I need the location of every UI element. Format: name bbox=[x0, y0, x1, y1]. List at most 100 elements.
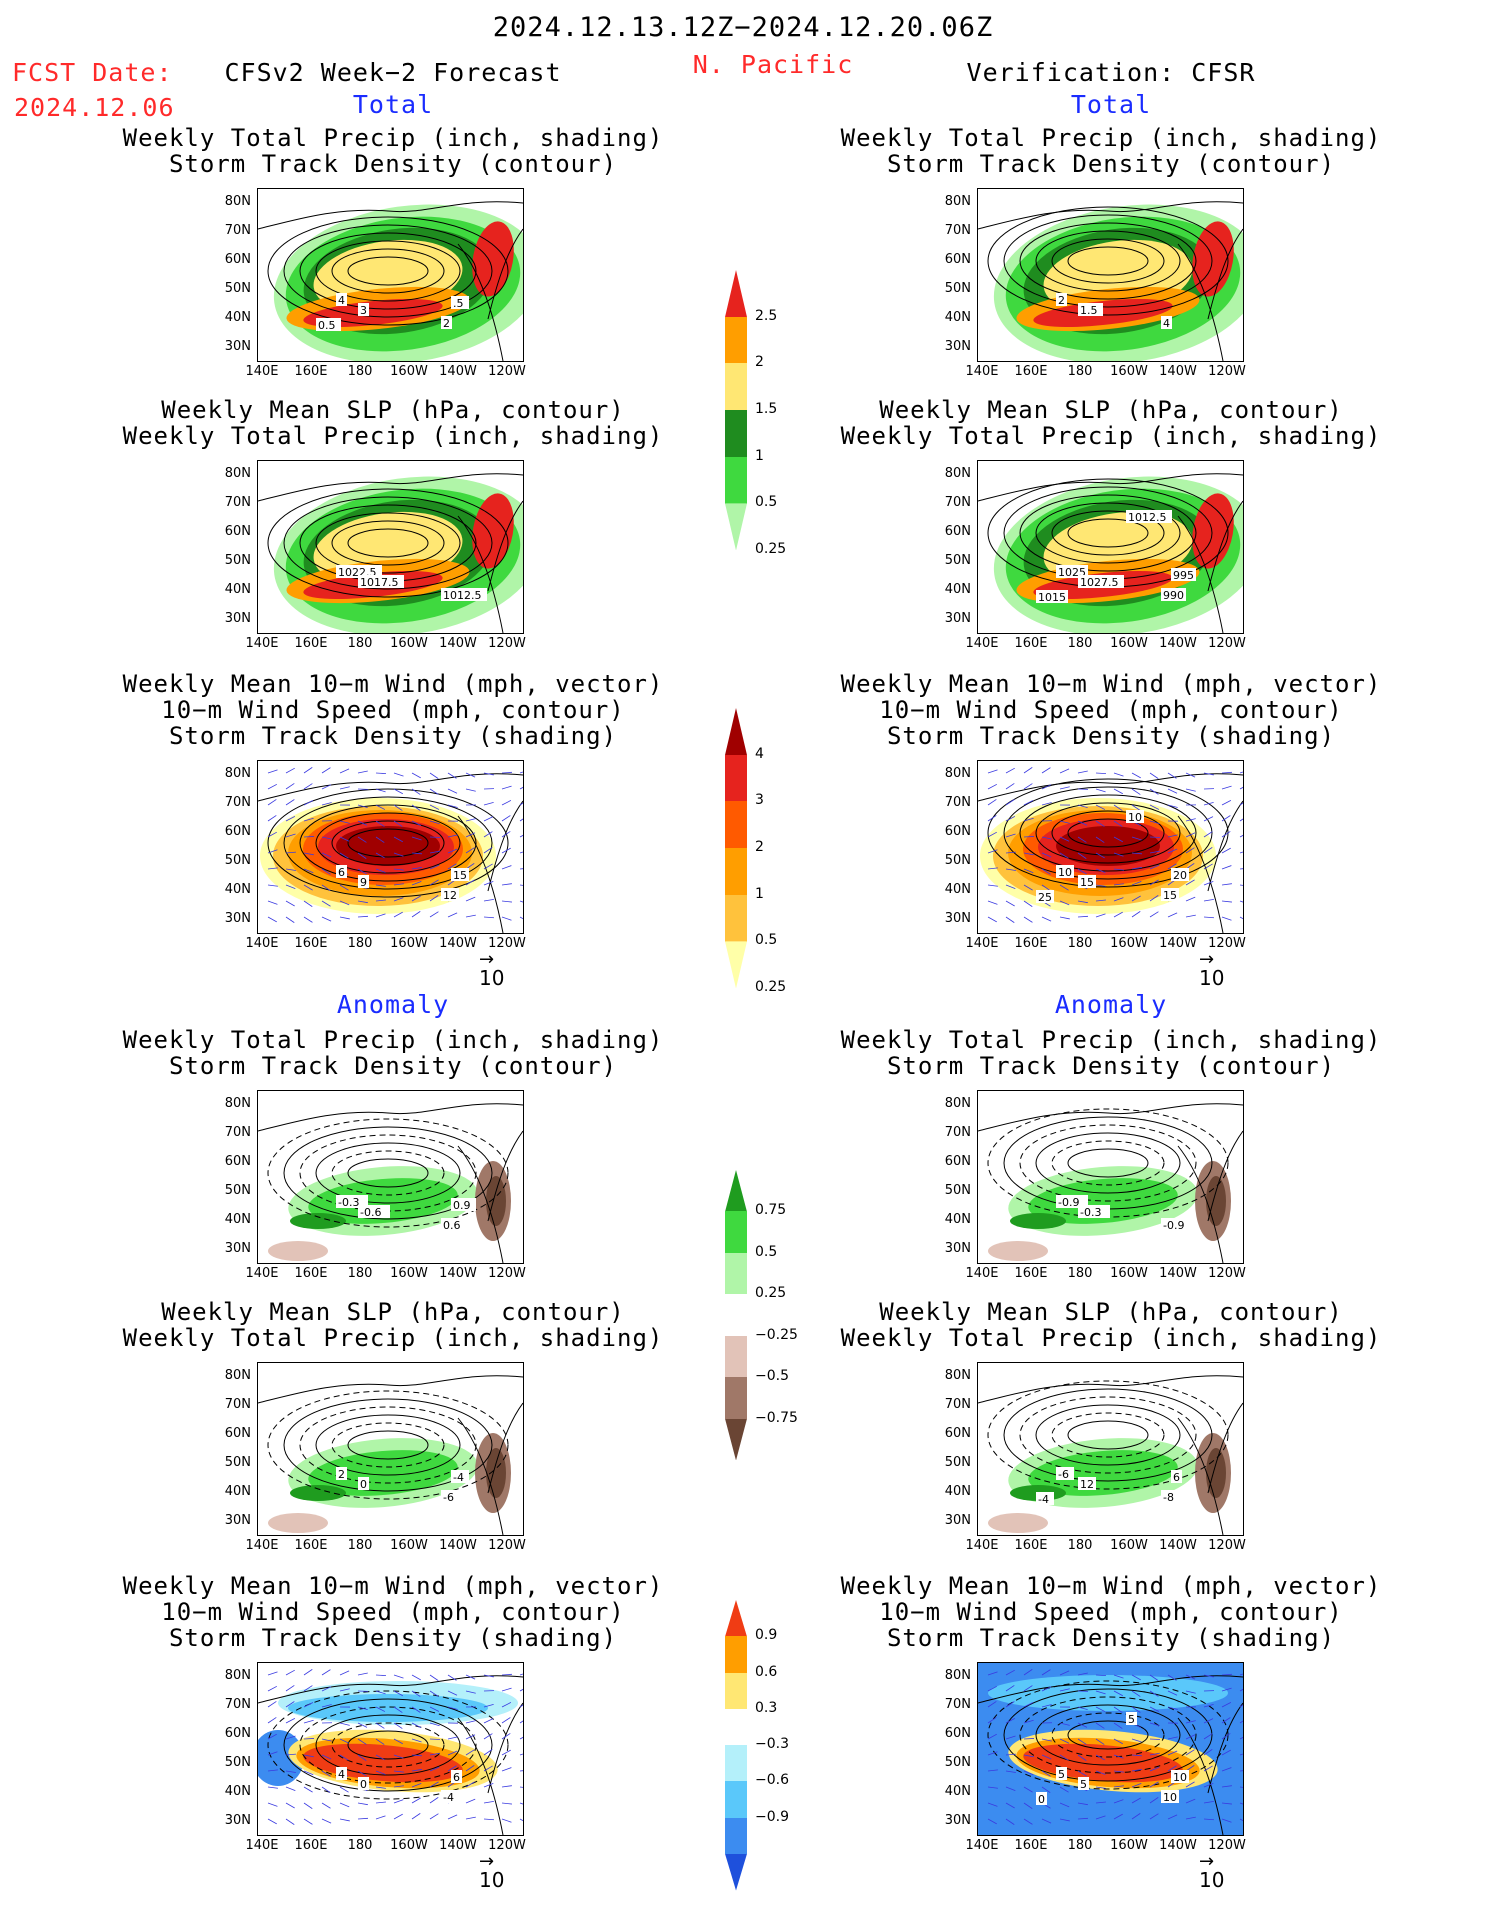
wind-vector bbox=[357, 868, 367, 875]
wind-vector bbox=[411, 836, 422, 841]
panel-title-line: Storm Track Density (shading) bbox=[886, 1624, 1336, 1652]
colorbar-label: 4 bbox=[755, 745, 764, 762]
wind-vector bbox=[1185, 914, 1196, 918]
wind-vector bbox=[1221, 865, 1232, 870]
lon-tick-label: 140W bbox=[1159, 1538, 1197, 1553]
lon-tick-label: 120W bbox=[1208, 636, 1246, 651]
map-svg: 2 0 -6 -4 bbox=[258, 1375, 523, 1535]
wind-vector bbox=[1131, 911, 1141, 918]
wind-vector bbox=[1149, 879, 1159, 886]
panel-title-line: Weekly Total Precip (inch, shading) bbox=[122, 422, 664, 450]
wind-vector bbox=[1059, 1722, 1070, 1726]
colorbar-label: 2 bbox=[755, 354, 764, 371]
lon-tick-label: 120W bbox=[1208, 1266, 1246, 1281]
wind-vector bbox=[1131, 1690, 1141, 1697]
contour-line bbox=[1019, 494, 1197, 572]
colorbar-segment bbox=[725, 1211, 747, 1254]
contour-label: -4 bbox=[1038, 1493, 1049, 1506]
wind-vector bbox=[1113, 897, 1124, 902]
colorbar-label: 2 bbox=[755, 839, 764, 855]
wind-vector bbox=[285, 1685, 295, 1692]
contour-label-bg bbox=[1056, 1767, 1067, 1780]
lat-tick-label: 40N bbox=[224, 882, 251, 897]
lat-tick-label: 40N bbox=[944, 1212, 971, 1227]
contour-line bbox=[1035, 802, 1181, 864]
wind-vector bbox=[447, 788, 458, 794]
wind-vector bbox=[1203, 880, 1214, 886]
wind-vector bbox=[1113, 820, 1123, 827]
lon-tick-label: 160W bbox=[390, 1266, 428, 1281]
lat-tick-label: 80N bbox=[944, 1096, 971, 1111]
panel-title-line: 10−m Wind Speed (mph, contour) bbox=[879, 696, 1343, 724]
wind-vector bbox=[339, 852, 349, 859]
wind-vector bbox=[1113, 788, 1124, 795]
wind-vector bbox=[357, 820, 368, 826]
wind-vector bbox=[1059, 820, 1070, 824]
contour-line bbox=[267, 488, 509, 598]
wind-vector bbox=[987, 900, 998, 905]
colorbar-label: 0.25 bbox=[755, 979, 787, 995]
wind-vector bbox=[321, 1754, 332, 1760]
wind-vector bbox=[267, 1685, 278, 1692]
contour-label: 15 bbox=[1080, 876, 1094, 889]
colorbar-label: 0.5 bbox=[755, 932, 778, 949]
lon-tick-label: 160E bbox=[294, 364, 328, 379]
contour-label: 20 bbox=[1173, 869, 1187, 882]
vector-reference: → 10 bbox=[1199, 1853, 1224, 1893]
lat-tick-label: 80N bbox=[224, 766, 251, 781]
wind-vector bbox=[339, 768, 350, 774]
wind-vector bbox=[429, 804, 440, 810]
wind-vector bbox=[267, 769, 278, 774]
lat-tick-label: 70N bbox=[944, 495, 971, 510]
wind-vector bbox=[1023, 916, 1033, 923]
lon-tick-label: 180 bbox=[1067, 1266, 1093, 1281]
coastline bbox=[978, 1103, 1243, 1263]
wind-vector bbox=[465, 818, 476, 822]
wind-vector bbox=[429, 1781, 439, 1788]
contour-line bbox=[987, 1380, 1229, 1490]
wind-vector bbox=[267, 1751, 278, 1756]
wind-vector bbox=[357, 1802, 368, 1806]
contour-lines bbox=[987, 206, 1229, 316]
coastline bbox=[258, 773, 523, 933]
wind-vector bbox=[303, 767, 313, 774]
wind-vector bbox=[501, 1802, 512, 1805]
lon-tick-label: 180 bbox=[1067, 1838, 1093, 1853]
wind-vector bbox=[501, 1702, 512, 1708]
wind-vector bbox=[1113, 1674, 1124, 1679]
wind-vector bbox=[1005, 799, 1015, 806]
wind-vector bbox=[1131, 804, 1141, 811]
colorbar-segment bbox=[725, 456, 747, 504]
wind-vector bbox=[501, 1767, 512, 1772]
wind-vector bbox=[465, 832, 476, 838]
precip-shading-coast-red bbox=[1192, 493, 1234, 569]
wind-vector bbox=[1167, 863, 1177, 870]
wind-vector bbox=[429, 1674, 439, 1681]
wind-vector bbox=[465, 1781, 475, 1788]
wind-vector bbox=[375, 1722, 385, 1729]
contour-label-bg bbox=[1161, 1218, 1193, 1231]
contour-line bbox=[283, 1698, 493, 1792]
contour-line bbox=[1051, 510, 1165, 556]
wind-vector bbox=[1023, 1669, 1033, 1676]
wind-vector bbox=[357, 770, 368, 774]
contour-label-bg bbox=[1078, 575, 1124, 588]
wind-vector bbox=[1059, 900, 1070, 906]
wind-vectors bbox=[267, 1669, 523, 1825]
wind-vector bbox=[267, 1802, 278, 1807]
anom-precip-shading-darkgreen bbox=[1010, 1213, 1066, 1229]
wind-vector bbox=[519, 884, 523, 886]
wind-vector bbox=[519, 1720, 523, 1724]
wind-vector bbox=[465, 1798, 476, 1804]
wind-vector bbox=[1167, 848, 1178, 854]
wind-vector bbox=[1023, 1802, 1033, 1809]
wind-vector bbox=[267, 849, 278, 854]
wind-vector bbox=[1023, 783, 1033, 790]
lat-tick-label: 30N bbox=[944, 1513, 971, 1528]
contour-label: 6 bbox=[453, 1771, 460, 1784]
panel-title-line: Weekly Mean SLP (hPa, contour) bbox=[161, 396, 625, 424]
wind-vector bbox=[1149, 772, 1159, 779]
wind-vector bbox=[1023, 1786, 1033, 1793]
wind-vector bbox=[357, 852, 367, 859]
wind-vector bbox=[1185, 847, 1195, 854]
